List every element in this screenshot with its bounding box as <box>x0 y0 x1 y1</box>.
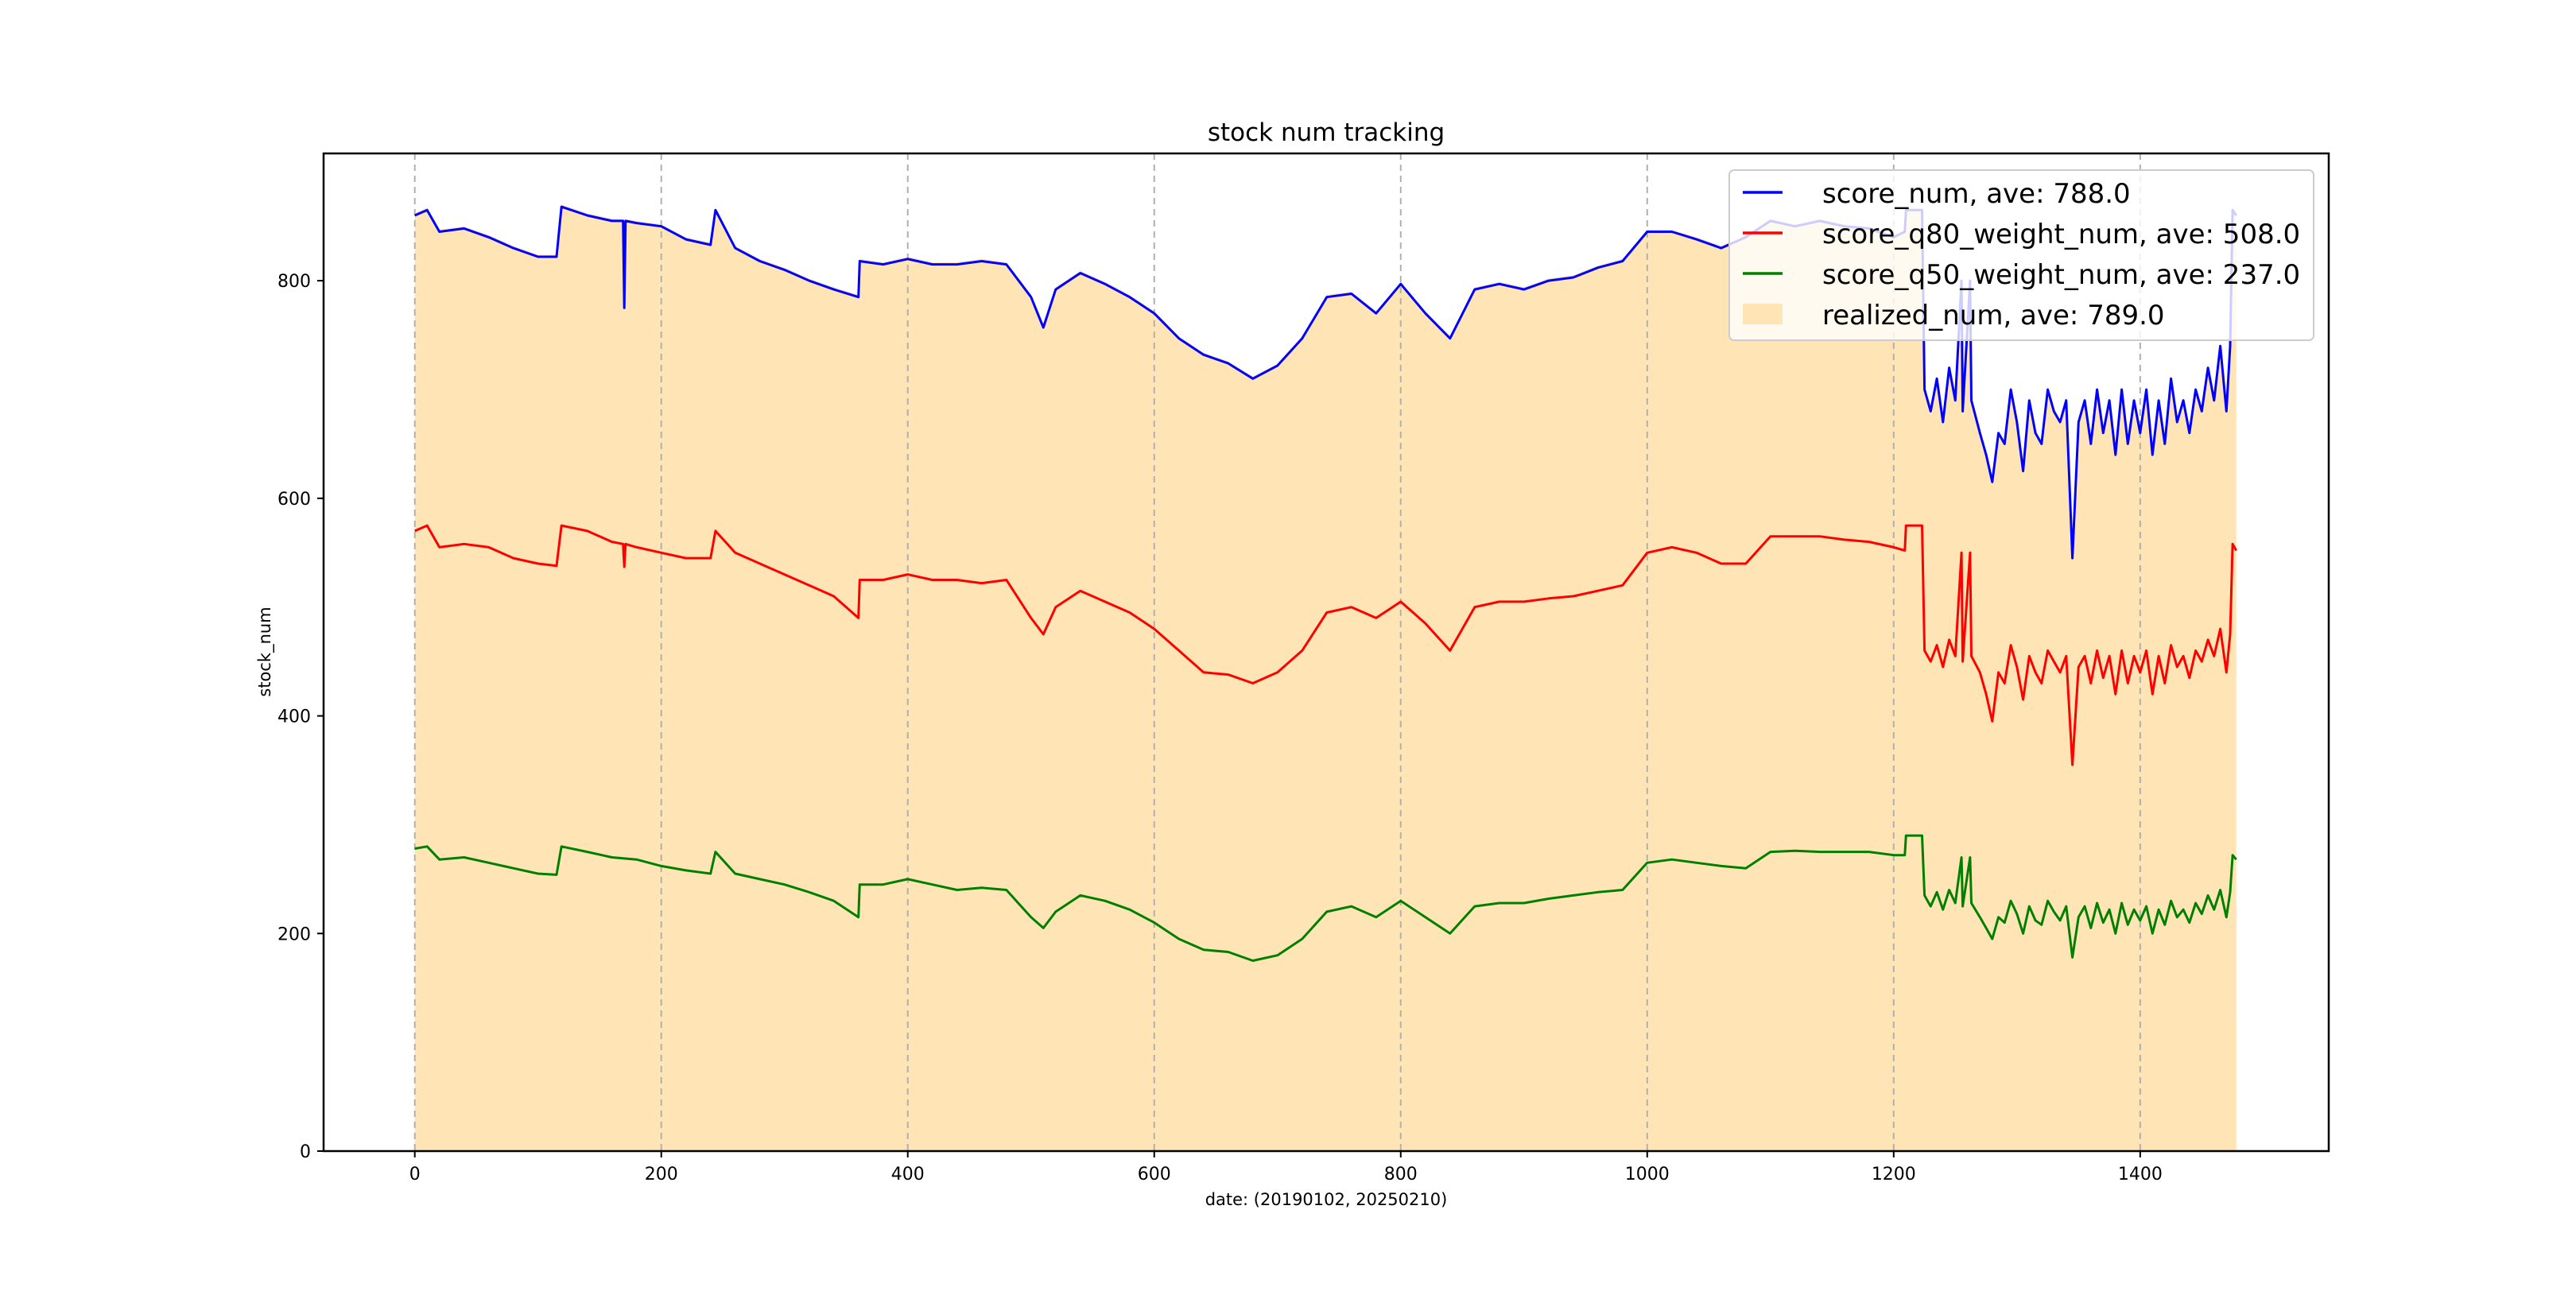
realized-fill-layer <box>414 204 2237 1151</box>
legend-swatch-realized <box>1743 304 1783 324</box>
series-score-q80-weight-num-line <box>414 524 2238 766</box>
legend-box <box>1728 169 2314 341</box>
ticks-layer: 0 200 400 600 800 1000 1200 1400 0 200 400 600 800 <box>277 272 2163 1184</box>
y-tick-label: 0 <box>300 1142 311 1162</box>
legend-label-realized: realized_num, ave: 789.0 <box>1822 300 2165 331</box>
x-tick-label: 600 <box>1138 1165 1171 1184</box>
y-tick-label: 600 <box>277 490 311 510</box>
x-tick-label: 0 <box>409 1165 421 1184</box>
legend-label-score-num: score_num, ave: 788.0 <box>1822 178 2131 210</box>
y-tick-label: 800 <box>277 272 311 292</box>
x-tick-label: 800 <box>1384 1165 1418 1184</box>
chart-title: stock num tracking <box>1208 118 1445 147</box>
series-score-q50-weight-num-line <box>414 834 2237 962</box>
x-tick-label: 1200 <box>1872 1165 1916 1184</box>
y-axis-label: stock_num <box>255 607 275 696</box>
legend: score_num, ave: 788.0 score_q80_weight_n… <box>1728 169 2314 341</box>
series-realized-num-area <box>414 204 2237 1151</box>
x-tick-label: 1400 <box>2118 1165 2163 1184</box>
axes-frame <box>322 152 2330 1153</box>
legend-label-score-q80: score_q80_weight_num, ave: 508.0 <box>1822 219 2300 250</box>
x-axis-label: date: (20190102, 20250210) <box>1205 1190 1448 1209</box>
x-tick-label: 200 <box>645 1165 678 1184</box>
legend-label-score-q50: score_q50_weight_num, ave: 237.0 <box>1822 259 2300 291</box>
y-tick-label: 200 <box>277 925 311 944</box>
x-tick-label: 400 <box>891 1165 925 1184</box>
x-tick-label: 1000 <box>1625 1165 1670 1184</box>
y-tick-label: 400 <box>277 708 311 727</box>
